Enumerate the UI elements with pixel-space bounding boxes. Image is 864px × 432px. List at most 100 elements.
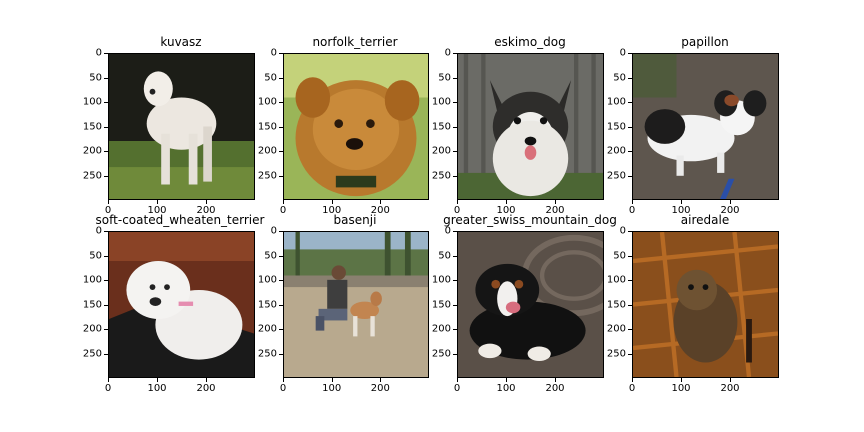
x-tick: [331, 200, 333, 204]
x-tick-label: 200: [370, 383, 390, 394]
dog-photo: [108, 53, 255, 200]
y-tick-label: 100: [606, 96, 626, 108]
dog-photo: [108, 231, 255, 378]
y-tick: [453, 77, 457, 79]
y-tick: [453, 255, 457, 257]
panel-title: greater_swiss_mountain_dog: [443, 213, 617, 227]
y-tick-label: 0: [270, 47, 277, 59]
wheaten-terrier-photo-icon: [109, 232, 254, 377]
x-tick-label: 100: [671, 205, 691, 216]
x-tick-label: 100: [496, 205, 516, 216]
x-tick: [730, 378, 731, 382]
y-tick-label: 200: [82, 323, 102, 335]
x-tick-label: 0: [628, 205, 636, 216]
x-tick-label: 0: [628, 383, 636, 394]
y-tick-label: 250: [82, 170, 102, 181]
y-tick: [453, 304, 457, 306]
y-tick: [628, 151, 632, 152]
x-tick: [283, 200, 284, 204]
y-tick: [628, 102, 632, 103]
y-tick: [453, 280, 457, 281]
x-tick: [206, 378, 207, 382]
y-tick: [279, 231, 283, 232]
y-tick: [628, 255, 632, 257]
x-tick: [108, 378, 109, 382]
dog-photo: [283, 53, 429, 200]
x-tick: [457, 200, 458, 204]
x-tick-label: 0: [279, 383, 287, 394]
y-tick: [104, 126, 108, 128]
y-tick: [628, 53, 632, 54]
y-tick-label: 50: [438, 72, 451, 83]
y-tick-label: 150: [606, 299, 626, 310]
y-tick: [104, 77, 108, 79]
y-tick-label: 250: [257, 348, 277, 359]
x-tick-label: 200: [545, 205, 565, 216]
x-tick-label: 100: [147, 205, 167, 216]
y-tick-label: 250: [431, 348, 451, 359]
y-tick-label: 100: [82, 274, 102, 286]
y-tick: [279, 329, 283, 330]
y-tick-label: 50: [613, 250, 626, 261]
panel-title: soft-coated_wheaten_terrier: [95, 213, 265, 227]
y-tick: [279, 102, 283, 103]
y-tick: [628, 175, 632, 177]
y-tick-label: 0: [444, 225, 451, 237]
x-tick: [206, 200, 207, 204]
y-tick-label: 0: [444, 47, 451, 59]
y-tick: [104, 53, 108, 54]
x-tick-label: 0: [104, 383, 112, 394]
y-tick: [453, 175, 457, 177]
y-tick: [104, 175, 108, 177]
y-tick: [453, 353, 457, 355]
y-tick-label: 200: [606, 145, 626, 157]
y-tick-label: 250: [606, 348, 626, 359]
y-tick-label: 150: [82, 121, 102, 132]
y-tick: [453, 126, 457, 128]
y-tick: [279, 77, 283, 79]
y-tick-label: 50: [264, 72, 277, 83]
y-tick: [104, 102, 108, 103]
x-tick: [555, 200, 556, 204]
y-tick: [104, 255, 108, 257]
y-tick-label: 0: [619, 225, 626, 237]
y-tick: [279, 353, 283, 355]
x-tick: [681, 378, 682, 382]
swiss-mountain-dog-photo-icon: [458, 232, 603, 377]
y-tick-label: 200: [606, 323, 626, 335]
dog-photo: [457, 231, 604, 378]
x-tick-label: 0: [453, 205, 461, 216]
x-tick: [555, 378, 556, 382]
y-tick-label: 250: [82, 348, 102, 359]
x-tick-label: 0: [104, 205, 112, 216]
y-tick-label: 150: [431, 299, 451, 310]
y-tick: [453, 231, 457, 232]
y-tick: [628, 231, 632, 232]
panel-title: kuvasz: [160, 35, 202, 49]
eskimo-dog-photo-icon: [458, 54, 603, 199]
x-tick: [380, 200, 382, 204]
y-tick-label: 0: [270, 225, 277, 237]
papillon-photo-icon: [633, 54, 778, 199]
y-tick-label: 50: [89, 72, 102, 83]
dog-photo: [632, 231, 779, 378]
y-tick-label: 50: [613, 72, 626, 83]
y-tick-label: 150: [606, 121, 626, 132]
y-tick: [104, 151, 108, 152]
panel-title: airedale: [680, 213, 730, 227]
dog-photo: [457, 53, 604, 200]
y-tick-label: 0: [95, 47, 102, 59]
x-tick-label: 100: [147, 383, 167, 394]
y-tick: [279, 255, 283, 257]
x-tick: [331, 378, 333, 382]
x-tick-label: 100: [496, 383, 516, 394]
y-tick: [104, 280, 108, 281]
x-tick-label: 100: [671, 383, 691, 394]
y-tick-label: 100: [257, 96, 277, 108]
y-tick-label: 100: [606, 274, 626, 286]
y-tick-label: 150: [257, 121, 277, 132]
y-tick-label: 50: [438, 250, 451, 261]
y-tick: [628, 329, 632, 330]
y-tick: [628, 304, 632, 306]
x-tick: [157, 378, 158, 382]
